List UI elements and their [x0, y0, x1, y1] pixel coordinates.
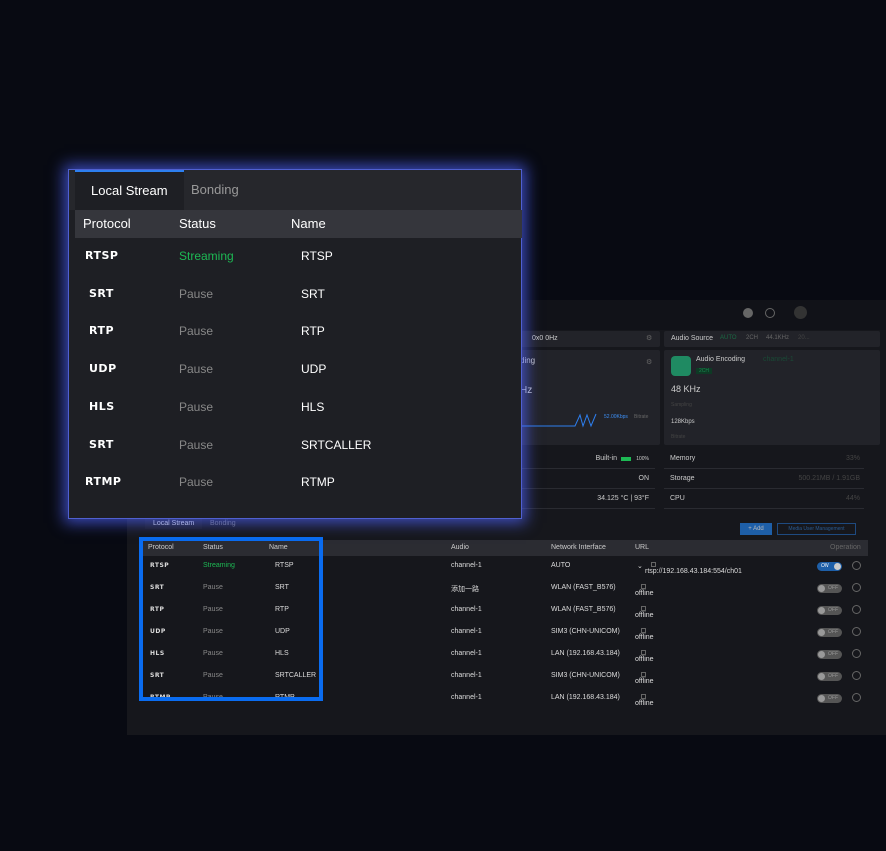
power-stat: Built-in 100% [520, 450, 655, 469]
video-encoding-card: ding ⚙ Hz 52.00Kbps Bitrate [520, 350, 660, 445]
audio-encoding-card: Audio Encoding channel-1 2CH 48 KHz Samp… [664, 350, 880, 445]
more-icon[interactable] [852, 627, 861, 636]
table-row[interactable]: SRT Pause SRT 添加一路 WLAN (FAST_B576) offl… [140, 578, 868, 600]
settings-icon[interactable] [765, 308, 775, 318]
highlight-box [139, 537, 323, 701]
table-row[interactable]: RTSP Streaming RTSP channel-1 AUTO ⌄ rtsp… [140, 556, 868, 578]
more-icon[interactable] [852, 583, 861, 592]
table-row[interactable]: RTP Pause RTP [89, 324, 325, 339]
stream-toggle[interactable]: OFF [817, 650, 842, 659]
info-icon[interactable] [743, 308, 753, 318]
table-row[interactable]: SRT Pause SRTCALLER [89, 437, 372, 452]
copy-icon[interactable] [641, 584, 646, 589]
zoomed-stream-panel: Local Stream Bonding Protocol Status Nam… [68, 169, 522, 519]
copy-icon[interactable] [641, 672, 646, 677]
gear-icon[interactable]: ⚙ [646, 335, 653, 342]
url-text[interactable]: offline [635, 678, 654, 685]
stream-toggle[interactable]: OFF [817, 694, 842, 703]
table-row[interactable]: UDP Pause UDP [89, 362, 327, 377]
chevron-down-icon[interactable]: ⌄ [637, 563, 643, 570]
copy-icon[interactable] [641, 650, 646, 655]
url-text[interactable]: rtsp://192.168.43.184:554/ch01 [645, 568, 742, 575]
table-row[interactable]: RTSP Streaming RTSP [85, 249, 333, 263]
copy-icon[interactable] [641, 606, 646, 611]
more-icon[interactable] [852, 561, 861, 570]
table-row[interactable]: RTMP Pause RTMP [85, 475, 335, 490]
more-icon[interactable] [852, 649, 861, 658]
more-icon[interactable] [852, 671, 861, 680]
user-avatar-icon[interactable] [794, 306, 807, 319]
table-row[interactable]: HLS Pause HLS [89, 399, 325, 414]
table-row[interactable]: UDP Pause UDP channel-1 SIM3 (CHN-UNICOM… [140, 622, 868, 644]
status-stat: ON [520, 470, 655, 489]
stream-toggle[interactable]: ON [817, 562, 842, 571]
table-row[interactable]: HLS Pause HLS channel-1 LAN (192.168.43.… [140, 644, 868, 666]
table-row[interactable]: SRT Pause SRTCALLER channel-1 SIM3 (CHN-… [140, 666, 868, 688]
media-user-management-button[interactable]: Media User Management [777, 523, 856, 535]
stream-tabs: Local Stream Bonding [69, 170, 521, 210]
bitrate-graph [520, 413, 597, 428]
url-text[interactable]: offline [635, 612, 654, 619]
url-text[interactable]: offline [635, 590, 654, 597]
cpu-stat: CPU 44% [664, 490, 864, 509]
tab-local-stream[interactable]: Local Stream [75, 170, 184, 210]
more-icon[interactable] [852, 605, 861, 614]
tab-local-stream[interactable]: Local Stream [145, 518, 203, 529]
stream-toggle[interactable]: OFF [817, 672, 842, 681]
table-row[interactable]: RTP Pause RTP channel-1 WLAN (FAST_B576)… [140, 600, 868, 622]
stream-toggle[interactable]: OFF [817, 584, 842, 593]
memory-stat: Memory 33% [664, 450, 864, 469]
stream-toggle[interactable]: OFF [817, 606, 842, 615]
table-row[interactable]: SRT Pause SRT [89, 286, 325, 301]
gear-icon[interactable]: ⚙ [646, 359, 653, 366]
video-resolution-card: 0x0 0Hz ⚙ [520, 331, 660, 347]
stream-toggle[interactable]: OFF [817, 628, 842, 637]
copy-icon[interactable] [641, 628, 646, 633]
more-icon[interactable] [852, 693, 861, 702]
copy-icon[interactable] [651, 562, 656, 567]
tab-bonding[interactable]: Bonding [191, 182, 239, 197]
tab-bonding[interactable]: Bonding [210, 520, 236, 527]
url-text[interactable]: offline [635, 656, 654, 663]
audio-source-card: Audio Source AUTO 2CH 44.1KHz 20... [664, 331, 880, 347]
battery-icon [621, 457, 631, 461]
headphones-icon [671, 356, 691, 376]
url-text[interactable]: offline [635, 700, 654, 707]
table-header: Protocol Status Name [75, 210, 522, 238]
add-button[interactable]: + Add [740, 523, 772, 535]
copy-icon[interactable] [641, 694, 646, 699]
temperature-stat: 34.125 °C | 93°F [520, 490, 655, 509]
storage-stat: Storage 500.21MB / 1.91GB [664, 470, 864, 489]
url-text[interactable]: offline [635, 634, 654, 641]
